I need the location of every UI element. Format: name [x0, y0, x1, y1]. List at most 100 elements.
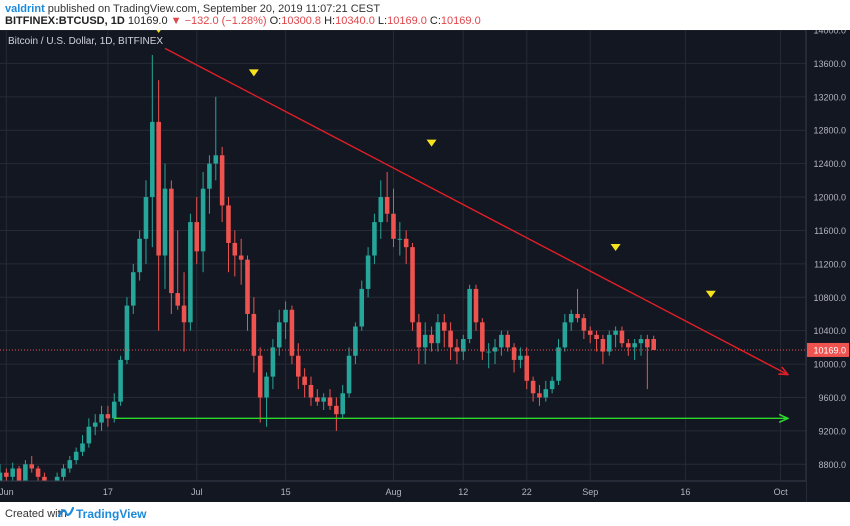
time-tick-label: 16	[680, 487, 690, 497]
candle-body	[537, 393, 542, 398]
price-tick-label: 10000.0	[813, 360, 846, 370]
candle-body	[340, 393, 345, 415]
candle-body	[251, 313, 257, 356]
time-tick-label: Jul	[191, 487, 203, 497]
candle-body	[10, 468, 15, 477]
current-price-tag: 10169.0	[807, 342, 849, 357]
close-label: C:	[429, 15, 441, 27]
time-tick-label: Sep	[582, 487, 598, 497]
candle-body	[4, 472, 9, 477]
created-with-text: Created with	[5, 508, 67, 520]
candle-body	[594, 334, 599, 340]
time-tick-label: Jun	[0, 487, 14, 497]
candle-body	[626, 343, 631, 348]
candlestick-chart[interactable]: 8800.0 9200.0 9600.0 10000.0 10400.0 10800.0 1…	[0, 26, 850, 507]
price-tick-label: 13600.0	[813, 59, 846, 69]
candle-body	[16, 468, 22, 481]
candle-body	[505, 334, 511, 348]
candle-body	[384, 197, 390, 214]
price-tick-label: 12000.0	[813, 193, 846, 203]
peak-marker-icon	[705, 290, 716, 298]
candle-body	[632, 343, 637, 348]
candle-body	[245, 259, 250, 314]
candle-body	[346, 355, 352, 394]
candle-body	[530, 380, 536, 394]
candle-body	[492, 347, 498, 352]
low-value: 10169.0	[387, 15, 427, 27]
candle-body	[638, 339, 644, 344]
close-value: 10169.0	[440, 15, 481, 27]
peak-marker-icon	[610, 243, 621, 251]
time-tick-label: Aug	[385, 487, 401, 497]
resistance-trendline	[164, 47, 787, 374]
current-price-tag-label: 10169.0	[813, 345, 846, 355]
candle-body	[397, 238, 403, 240]
candle-body	[327, 397, 333, 406]
high-label: H:	[324, 15, 336, 27]
candle-body	[403, 238, 409, 248]
candle-body	[321, 397, 326, 402]
candle-body	[511, 347, 517, 360]
candle-body	[67, 460, 73, 469]
candle-body	[302, 376, 307, 385]
candle-body	[156, 121, 161, 256]
candle-body	[543, 389, 549, 398]
high-value: 10340.0	[335, 15, 375, 27]
candle-body	[276, 322, 282, 348]
candle-body	[29, 464, 35, 469]
time-tick-label: 17	[103, 487, 113, 497]
candle-body	[480, 322, 485, 352]
author-name[interactable]: valdrint	[5, 3, 45, 15]
candle-body	[289, 309, 295, 356]
candle-body	[295, 355, 301, 377]
price-change: ▼ −132.0 (−1.28%)	[170, 15, 267, 27]
price-axis-background	[806, 30, 850, 502]
candle-body	[568, 313, 574, 323]
candles	[0, 55, 656, 507]
candle-body	[422, 334, 428, 348]
candle-body	[575, 313, 580, 319]
candle-body	[562, 322, 568, 348]
low-label: L:	[377, 15, 388, 27]
price-axis[interactable]: 8800.0 9200.0 9600.0 10000.0 10400.0 10800.0 1…	[813, 26, 846, 470]
symbol-label: BITFINEX:BTCUSD, 1D	[5, 15, 125, 27]
candle-body	[150, 121, 155, 198]
candle-body	[613, 330, 618, 335]
price-tick-label: 10800.0	[813, 293, 846, 303]
peak-marker-icon	[426, 139, 437, 147]
candle-body	[606, 334, 612, 352]
candle-body	[518, 355, 523, 360]
candle-body	[0, 472, 3, 486]
peak-marker-icon	[248, 69, 259, 77]
chart-area[interactable]: 8800.0 9200.0 9600.0 10000.0 10400.0 10800.0 1…	[0, 26, 850, 507]
last-price: 10169.0	[127, 15, 168, 27]
candle-body	[73, 451, 79, 461]
candle-body	[213, 155, 219, 164]
candle-body	[429, 334, 434, 344]
candle-body	[105, 414, 111, 419]
candle-body	[353, 326, 358, 356]
candle-body	[181, 305, 187, 323]
candle-body	[207, 163, 212, 189]
candle-body	[315, 397, 320, 402]
candle-body	[232, 242, 238, 256]
candle-body	[169, 188, 174, 294]
grid-lines	[0, 29, 806, 481]
candle-body	[651, 339, 656, 350]
price-tick-label: 8800.0	[818, 460, 846, 470]
candle-body	[372, 222, 377, 256]
candle-body	[448, 330, 453, 348]
candle-body	[587, 330, 593, 335]
tradingview-brand[interactable]: TradingView	[76, 507, 147, 521]
trend-lines	[0, 26, 806, 418]
time-axis[interactable]: Jun 17 Jul 15 Aug 12 22 Sep 16 Oct	[0, 487, 788, 497]
candle-body	[365, 255, 371, 289]
price-tick-label: 11200.0	[814, 259, 846, 269]
candle-body	[111, 401, 117, 419]
candle-body	[238, 255, 244, 260]
price-tick-label: 9600.0	[818, 393, 846, 403]
chart-title: Bitcoin / U.S. Dollar, 1D, BITFINEX	[8, 36, 163, 47]
candle-body	[264, 376, 269, 398]
candle-body	[441, 322, 447, 331]
open-label: O:	[269, 15, 282, 27]
